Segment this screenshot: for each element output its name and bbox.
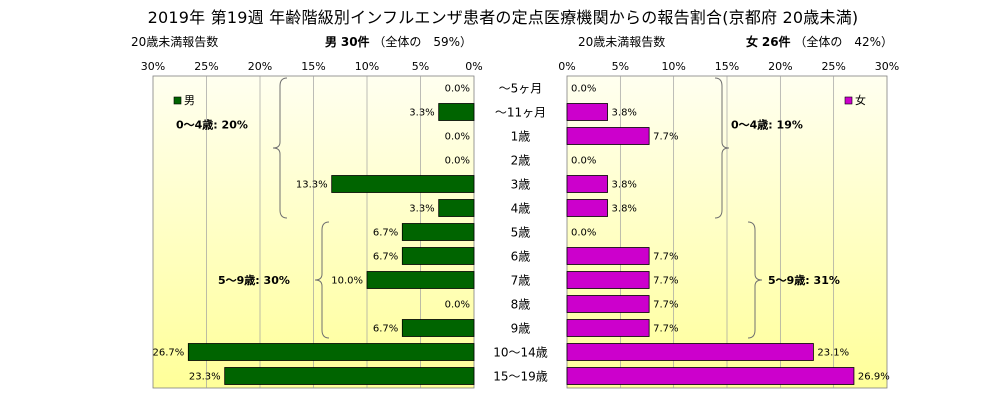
male-bar bbox=[438, 103, 475, 121]
female-bracket-5-9 bbox=[747, 221, 763, 339]
male-bar bbox=[401, 223, 475, 241]
age-category-label: 9歳 bbox=[511, 322, 531, 336]
male-header-share: （全体の 59%） bbox=[373, 35, 473, 49]
female-bar bbox=[566, 199, 608, 217]
male-axis-tick-label: 20% bbox=[248, 60, 272, 73]
male-header-sex: 男 bbox=[325, 35, 338, 49]
female-bar bbox=[566, 127, 650, 145]
female-group-annotation: 5～9歳: 31% bbox=[768, 273, 840, 287]
male-bracket-0-4 bbox=[272, 77, 288, 219]
female-axis-tick-label: 0% bbox=[558, 60, 575, 73]
female-axis-tick-label: 10% bbox=[661, 60, 685, 73]
female-bracket-0-4 bbox=[714, 77, 730, 219]
male-value-label: 26.7% bbox=[153, 348, 185, 359]
female-header-sex: 女 bbox=[746, 35, 759, 49]
female-bar bbox=[566, 319, 650, 337]
male-value-label: 3.3% bbox=[409, 108, 434, 119]
female-axis-tick-label: 5% bbox=[612, 60, 629, 73]
female-header-share: （全体の 42%） bbox=[794, 35, 894, 49]
age-category-label: 15～19歳 bbox=[493, 370, 548, 384]
female-value-label: 7.7% bbox=[653, 132, 678, 143]
male-value-label: 0.0% bbox=[445, 300, 470, 311]
female-value-label: 7.7% bbox=[653, 324, 678, 335]
male-bar bbox=[438, 199, 475, 217]
female-count-label: 20歳未満報告数 bbox=[578, 35, 666, 49]
male-bar bbox=[401, 319, 475, 337]
male-legend-swatch bbox=[173, 96, 182, 105]
age-category-label: 8歳 bbox=[511, 298, 531, 312]
age-category-label: 7歳 bbox=[511, 274, 531, 288]
age-category-label: 3歳 bbox=[511, 178, 531, 192]
female-bar bbox=[566, 343, 814, 361]
female-legend-label: 女 bbox=[855, 93, 866, 107]
male-axis-tick-label: 5% bbox=[412, 60, 429, 73]
male-bar bbox=[401, 247, 475, 265]
female-bar bbox=[566, 271, 650, 289]
female-value-label: 3.8% bbox=[612, 180, 637, 191]
male-axis-tick-label: 25% bbox=[194, 60, 218, 73]
male-bar bbox=[331, 175, 475, 193]
male-bar bbox=[224, 367, 475, 385]
age-category-label: 2歳 bbox=[511, 154, 531, 168]
female-value-label: 23.1% bbox=[817, 348, 849, 359]
female-value-label: 7.7% bbox=[653, 300, 678, 311]
male-value-label: 0.0% bbox=[445, 84, 470, 95]
male-bar bbox=[187, 343, 475, 361]
female-bar bbox=[566, 175, 608, 193]
female-bar bbox=[566, 367, 855, 385]
female-bar bbox=[566, 247, 650, 265]
chart-title: 2019年 第19週 年齢階級別インフルエンザ患者の定点医療機関からの報告割合(… bbox=[147, 8, 859, 27]
male-legend-label: 男 bbox=[184, 94, 195, 107]
age-category-label: 1歳 bbox=[511, 130, 531, 144]
female-bar bbox=[566, 103, 608, 121]
male-value-label: 0.0% bbox=[445, 132, 470, 143]
female-axis-tick-label: 20% bbox=[768, 60, 792, 73]
female-value-label: 3.8% bbox=[612, 204, 637, 215]
age-category-label: 10～14歳 bbox=[493, 346, 548, 360]
male-value-label: 6.7% bbox=[373, 324, 398, 335]
male-bracket-5-9 bbox=[314, 221, 330, 339]
female-legend-swatch bbox=[844, 96, 853, 105]
male-value-label: 23.3% bbox=[189, 372, 221, 383]
male-value-label: 13.3% bbox=[296, 180, 328, 191]
male-header: 男 30件 （全体の 59%） bbox=[325, 33, 472, 50]
male-value-label: 6.7% bbox=[373, 228, 398, 239]
male-value-label: 0.0% bbox=[445, 156, 470, 167]
age-category-label: 4歳 bbox=[511, 202, 531, 216]
male-count-label: 20歳未満報告数 bbox=[131, 35, 219, 49]
female-axis-tick-label: 15% bbox=[715, 60, 739, 73]
male-axis-tick-label: 30% bbox=[141, 60, 165, 73]
male-value-label: 3.3% bbox=[409, 204, 434, 215]
age-category-label: 5歳 bbox=[511, 226, 531, 240]
female-value-label: 0.0% bbox=[571, 228, 596, 239]
female-bar bbox=[566, 295, 650, 313]
age-category-label: ～5ヶ月 bbox=[499, 82, 543, 96]
male-axis-tick-label: 0% bbox=[465, 60, 482, 73]
male-bar bbox=[366, 271, 475, 289]
female-value-label: 7.7% bbox=[653, 252, 678, 263]
female-value-label: 7.7% bbox=[653, 276, 678, 287]
male-axis-tick-label: 10% bbox=[355, 60, 379, 73]
female-value-label: 3.8% bbox=[612, 108, 637, 119]
female-axis-tick-label: 30% bbox=[875, 60, 899, 73]
age-category-label: 6歳 bbox=[511, 250, 531, 264]
female-value-label: 0.0% bbox=[571, 84, 596, 95]
male-group-annotation: 5～9歳: 30% bbox=[218, 273, 290, 287]
female-axis-tick-label: 25% bbox=[821, 60, 845, 73]
female-header: 女 26件 （全体の 42%） bbox=[746, 33, 893, 50]
female-header-count: 26件 bbox=[761, 35, 791, 49]
female-value-label: 26.9% bbox=[858, 372, 890, 383]
male-header-count: 30件 bbox=[340, 35, 370, 49]
age-category-label: ～11ヶ月 bbox=[495, 106, 546, 120]
male-value-label: 10.0% bbox=[331, 276, 363, 287]
female-group-annotation: 0～4歳: 19% bbox=[731, 118, 803, 132]
male-value-label: 6.7% bbox=[373, 252, 398, 263]
male-axis-tick-label: 15% bbox=[301, 60, 325, 73]
male-group-annotation: 0～4歳: 20% bbox=[176, 118, 248, 132]
female-value-label: 0.0% bbox=[571, 156, 596, 167]
